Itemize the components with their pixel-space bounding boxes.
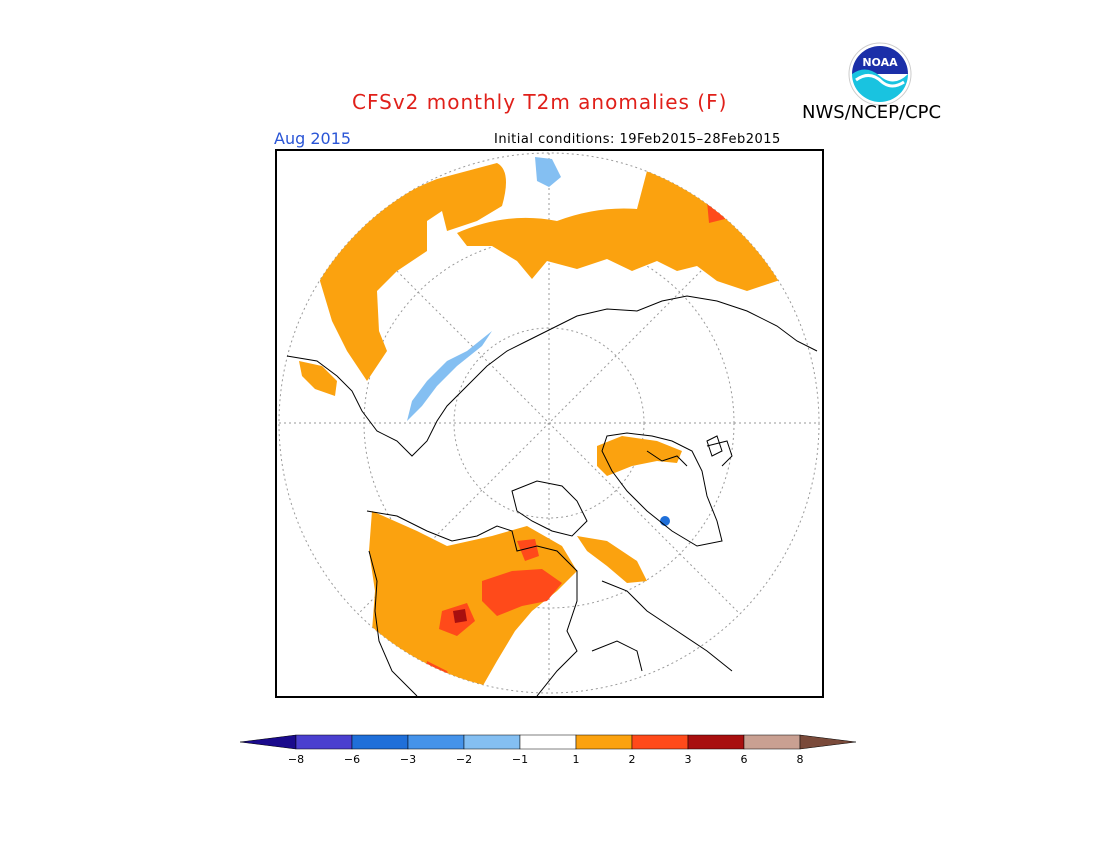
- anomaly-warm-siberia: [457, 161, 797, 291]
- legend-swatch: [519, 734, 577, 750]
- map-title: CFSv2 monthly T2m anomalies (F): [352, 90, 728, 114]
- anomaly-warm-europe: [299, 361, 337, 396]
- anomaly-cool-coast: [407, 331, 492, 421]
- anomaly-hot-canada-east: [517, 539, 539, 561]
- map-frame: [275, 149, 824, 698]
- legend-swatch: [687, 734, 745, 750]
- legend-swatch: [743, 734, 801, 750]
- legend-swatch: [463, 734, 521, 750]
- anomaly-warm-north-america: [369, 511, 577, 693]
- anomaly-very-hot-west: [453, 609, 467, 623]
- legend-arrow-low: [239, 734, 297, 750]
- legend-label: −2: [456, 753, 472, 766]
- legend-swatch: [575, 734, 633, 750]
- legend-label: 2: [629, 753, 636, 766]
- agency-label: NWS/NCEP/CPC: [802, 102, 942, 123]
- coastlines: [286, 295, 818, 696]
- polar-map: [278, 152, 820, 696]
- forecast-month: Aug 2015: [274, 129, 352, 148]
- legend-label: −6: [344, 753, 360, 766]
- color-legend: −8 −6 −3 −2 −1 1 2 3 6 8: [239, 733, 860, 773]
- noaa-logo: NOAA: [848, 42, 912, 106]
- anomaly-cool-greenland-spot: [660, 516, 670, 526]
- anomaly-warm-greenland: [597, 436, 682, 476]
- anomaly-cool-arctic: [535, 157, 561, 187]
- anomaly-hot-canada: [482, 569, 562, 616]
- logo-text: NOAA: [862, 56, 898, 69]
- legend-label: 1: [573, 753, 580, 766]
- anomaly-warm-asia: [317, 163, 506, 381]
- initial-conditions: Initial conditions: 19Feb2015–28Feb2015: [494, 132, 781, 147]
- anomaly-warm-baffin: [577, 536, 647, 583]
- legend-label: −3: [400, 753, 416, 766]
- legend-label: 6: [741, 753, 748, 766]
- legend-label: 3: [685, 753, 692, 766]
- legend-swatch: [351, 734, 409, 750]
- legend-swatch: [407, 734, 465, 750]
- legend-arrow-high: [799, 734, 857, 750]
- legend-swatch: [631, 734, 689, 750]
- legend-label: 8: [797, 753, 804, 766]
- legend-label: −8: [288, 753, 304, 766]
- legend-swatch: [295, 734, 353, 750]
- legend-label: −1: [512, 753, 528, 766]
